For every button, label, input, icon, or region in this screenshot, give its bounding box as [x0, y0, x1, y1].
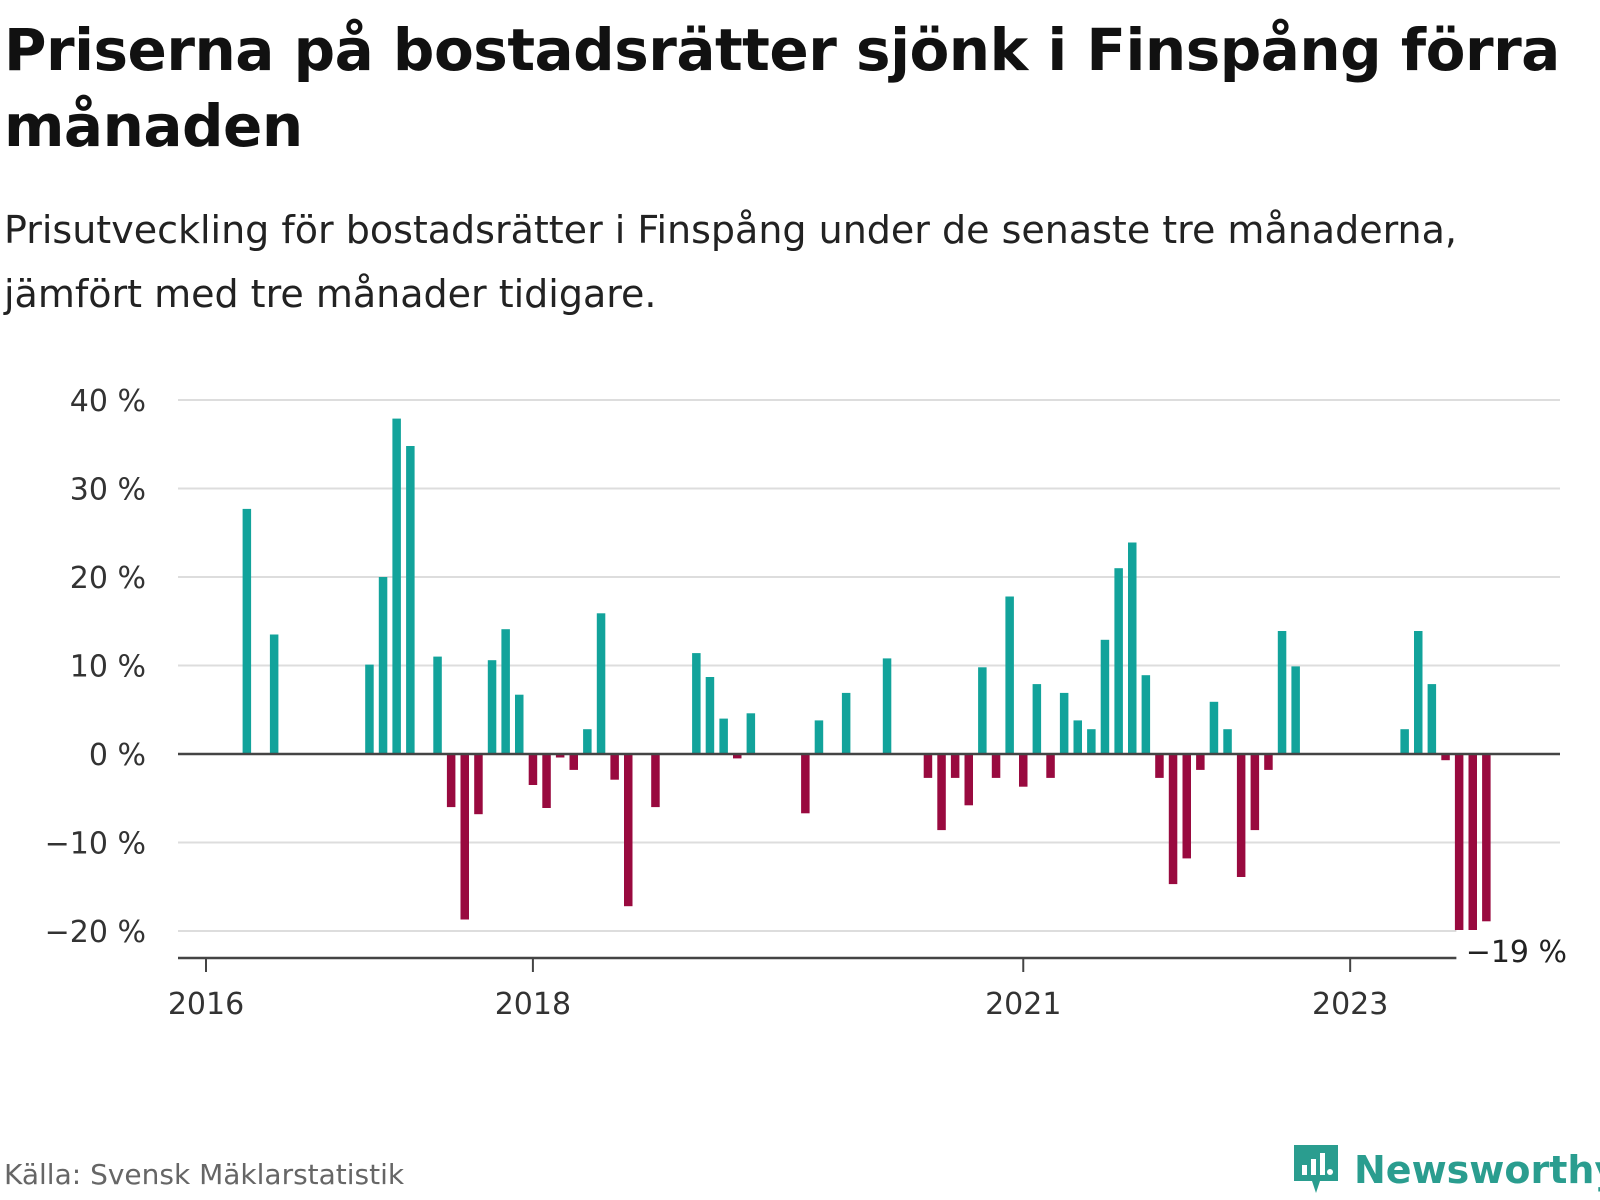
last-value-label: −19 %	[1466, 935, 1567, 970]
newsworthy-logo-icon	[1294, 1145, 1338, 1193]
bar	[624, 754, 633, 907]
bar	[1141, 675, 1151, 754]
bar	[719, 718, 728, 754]
x-tick-label: 2023	[1312, 987, 1388, 1020]
bar	[1223, 729, 1232, 754]
bars	[242, 418, 1491, 931]
bar	[460, 754, 469, 920]
bar	[474, 754, 483, 815]
bar	[1427, 684, 1437, 754]
bar	[1277, 631, 1287, 754]
brand-logo[interactable]: Newsworthy	[1290, 1140, 1600, 1200]
bar	[882, 658, 892, 754]
bar	[1114, 568, 1123, 754]
bar	[583, 729, 592, 754]
bar	[1087, 729, 1096, 754]
bar	[1400, 729, 1409, 754]
bar	[923, 754, 933, 778]
y-tick-label: 10 %	[70, 650, 146, 685]
bar	[1250, 754, 1260, 831]
bar	[814, 720, 824, 754]
y-tick-label: 40 %	[70, 384, 146, 419]
bar	[596, 613, 606, 754]
bar	[1414, 631, 1423, 754]
bar	[801, 754, 810, 814]
annotations: −19 %	[1456, 930, 1583, 970]
bar	[392, 418, 401, 754]
bar	[950, 754, 960, 778]
bar	[1168, 754, 1178, 885]
x-tick-label: 2018	[495, 987, 571, 1020]
chart-subtitle: Prisutveckling för bostadsrätter i Finsp…	[4, 208, 1457, 316]
y-tick-label: 0 %	[89, 738, 146, 773]
brand-name: Newsworthy	[1354, 1148, 1600, 1192]
x-tick-label: 2021	[985, 987, 1061, 1020]
y-axis-labels: 40 % 30 % 20 % 10 % 0 % −10 % −20 %	[45, 384, 146, 950]
bar	[733, 754, 742, 759]
data-label-background	[1456, 930, 1583, 966]
bar-chart: 40 %30 %20 %10 %0 %−10 %−20 % 2016 2018 20…	[45, 384, 1583, 1020]
bar	[365, 664, 374, 754]
bar	[1059, 692, 1069, 754]
y-tick-label: −20 %	[45, 915, 146, 950]
bar	[433, 656, 442, 754]
bar	[705, 677, 715, 754]
y-tick-label: 30 %	[70, 473, 146, 508]
bar	[1005, 596, 1014, 754]
bar	[692, 653, 701, 754]
x-tick-label: 2016	[168, 987, 244, 1020]
bar	[555, 754, 565, 758]
source-note: Källa: Svensk Mäklarstatistik	[4, 1158, 405, 1191]
bar	[1128, 542, 1137, 754]
bar	[1100, 639, 1110, 754]
bar	[1482, 754, 1491, 922]
bar	[446, 754, 456, 808]
x-axis: 2016 2018 2021 2023	[168, 956, 1560, 1020]
bar	[1019, 754, 1028, 787]
bar	[1073, 720, 1082, 754]
bar	[487, 660, 497, 754]
bar	[515, 694, 524, 754]
chart-title: Priserna på bostadsrätter sjönk i Finspå…	[4, 16, 1560, 160]
bar	[1196, 754, 1205, 770]
bar	[978, 667, 987, 754]
bar	[1209, 701, 1219, 754]
bar	[1291, 666, 1300, 754]
y-tick-label: −10 %	[45, 827, 146, 862]
bar	[610, 754, 619, 780]
bar	[1454, 754, 1464, 931]
bar	[1155, 754, 1164, 778]
bar	[406, 446, 415, 754]
bar	[501, 629, 510, 754]
bar	[569, 754, 578, 770]
bar	[1264, 754, 1273, 770]
bar	[1468, 754, 1477, 931]
bar	[242, 508, 252, 754]
bar	[1032, 684, 1042, 754]
bar	[651, 754, 660, 808]
y-tick-label: 20 %	[70, 561, 146, 596]
bar	[1236, 754, 1246, 877]
bar	[1046, 754, 1055, 778]
bar	[991, 754, 1001, 778]
bar	[937, 754, 946, 831]
bar	[528, 754, 538, 785]
bar	[1441, 754, 1450, 761]
bar	[542, 754, 551, 808]
bar	[269, 634, 279, 754]
bar	[746, 713, 756, 754]
bar	[378, 577, 388, 754]
bar	[1182, 754, 1191, 859]
bar	[841, 692, 851, 754]
bar	[964, 754, 973, 806]
